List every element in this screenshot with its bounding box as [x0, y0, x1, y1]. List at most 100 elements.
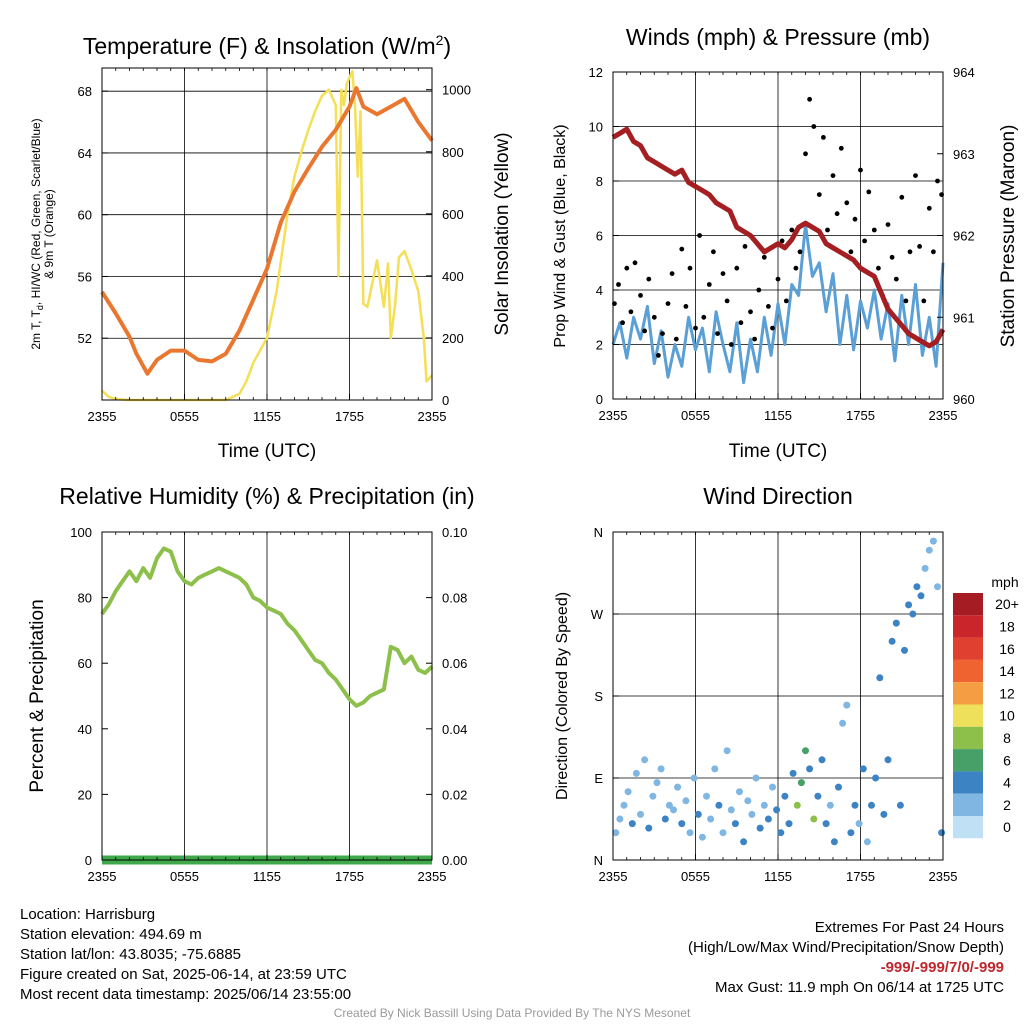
direction-point: [727, 806, 735, 814]
temperature-xlabel: Time (UTC): [218, 441, 317, 462]
gust-point: [748, 309, 753, 315]
direction-point: [723, 747, 731, 755]
colorbar-label: 8: [1003, 730, 1011, 746]
gust-point: [673, 336, 679, 342]
colorbar-label: 14: [999, 663, 1015, 679]
direction-point: [678, 820, 686, 828]
direction-point: [876, 674, 884, 682]
gust-point: [783, 298, 789, 304]
winds-right-tick-label: 964: [953, 65, 975, 80]
humidity-left-tick-label: 20: [78, 787, 92, 802]
gust-point: [917, 244, 922, 249]
direction-point: [810, 815, 818, 823]
created-text: Figure created on Sat, 2025-06-14, at 23…: [20, 966, 347, 983]
gust-point: [899, 194, 905, 200]
direction-point: [802, 747, 809, 755]
gust-point: [679, 246, 685, 252]
extremes-legend: (High/Low/Max Wind/Precipitation/Snow De…: [688, 939, 1004, 956]
gust-point: [693, 325, 698, 331]
direction-point: [711, 765, 719, 773]
winds-right-tick-label: 960: [953, 392, 975, 407]
gust-point: [852, 216, 858, 222]
gust-point: [913, 173, 918, 179]
gust-point: [838, 145, 844, 151]
gust-point: [803, 151, 808, 157]
humidity-ticks: 2355 0555 1155 1755 23550204060801000.000.02…: [70, 525, 467, 884]
gust-point: [848, 249, 854, 255]
direction-point: [719, 829, 727, 837]
direction-point: [921, 564, 929, 572]
temperature-right-tick-label: 400: [442, 269, 464, 284]
direction-point: [740, 838, 748, 846]
direction-point: [909, 610, 917, 618]
gust-point: [830, 173, 836, 179]
direction-point: [645, 824, 653, 832]
temperature-right-tick-label: 200: [442, 331, 464, 346]
direction-point: [855, 820, 863, 828]
direction-point: [616, 815, 624, 823]
gust-point: [711, 249, 716, 255]
direction-point: [793, 801, 801, 809]
temperature-left-tick-label: 52: [78, 331, 92, 346]
direction-x-tick-label: 2355: [929, 869, 958, 884]
gust-point: [628, 309, 634, 315]
colorbar-label: 20+: [995, 596, 1019, 612]
gust-point: [660, 331, 665, 336]
direction-point: [657, 765, 665, 773]
gust-point: [889, 254, 895, 260]
direction-point: [620, 801, 628, 809]
direction-point: [637, 810, 644, 818]
gust-point: [756, 287, 762, 293]
temperature-left-tick-label: 56: [78, 269, 92, 284]
colorbar-swatch: [953, 593, 983, 616]
direction-point: [649, 792, 657, 800]
gust-point: [638, 293, 643, 298]
winds-x-tick-label: 1155: [764, 408, 792, 423]
temperature-right-tick-label: 1000: [442, 83, 471, 98]
direction-point: [835, 783, 842, 791]
direction-point: [748, 810, 756, 818]
direction-x-tick-label: 1755: [846, 869, 875, 884]
humidity-line: [100, 546, 434, 708]
gust-point: [734, 265, 740, 271]
gust-point: [742, 244, 748, 249]
winds-ylabel-right: Station Pressure (Maroon): [998, 125, 1019, 348]
direction-point: [764, 815, 772, 823]
humidity-right-tick-label: 0.08: [442, 591, 467, 606]
recent-text: Most recent data timestamp: 2025/06/14 2…: [20, 986, 352, 1003]
temperature-right-tick-label: 0: [442, 393, 449, 408]
direction-point: [884, 756, 892, 764]
direction-ylabel-left: Direction (Colored By Speed): [554, 592, 571, 800]
direction-point: [707, 815, 715, 823]
direction-point: [913, 583, 921, 591]
temperature-right-tick-label: 800: [442, 145, 464, 160]
direction-point: [756, 824, 764, 832]
gust-point: [624, 265, 630, 271]
direction-point: [839, 719, 847, 727]
gust-point: [821, 135, 826, 140]
humidity-left-tick-label: 0: [85, 853, 92, 868]
temperature-right-tick-label: 600: [442, 207, 464, 222]
direction-point: [826, 801, 834, 809]
direction-point: [744, 797, 752, 805]
colorbar-swatch: [953, 749, 983, 772]
direction-point: [686, 829, 694, 837]
colorbar-label: 18: [999, 618, 1015, 634]
gust-point: [683, 304, 689, 309]
gust-point: [720, 271, 726, 276]
temperature-left-tick-label: 60: [78, 208, 92, 223]
direction-left-tick-label: E: [594, 771, 603, 786]
direction-point: [868, 801, 875, 809]
gust-point: [885, 222, 891, 228]
gust-point: [907, 249, 913, 255]
winds-left-tick-label: 0: [596, 392, 603, 407]
winds-left-tick-label: 8: [596, 174, 603, 189]
direction-point: [785, 820, 793, 828]
gust-point: [715, 331, 720, 336]
direction-point: [661, 815, 669, 823]
gust-point: [665, 301, 671, 306]
temperature-x-tick-label: 2355: [88, 409, 117, 424]
direction-point: [752, 774, 760, 782]
direction-point: [715, 801, 723, 809]
